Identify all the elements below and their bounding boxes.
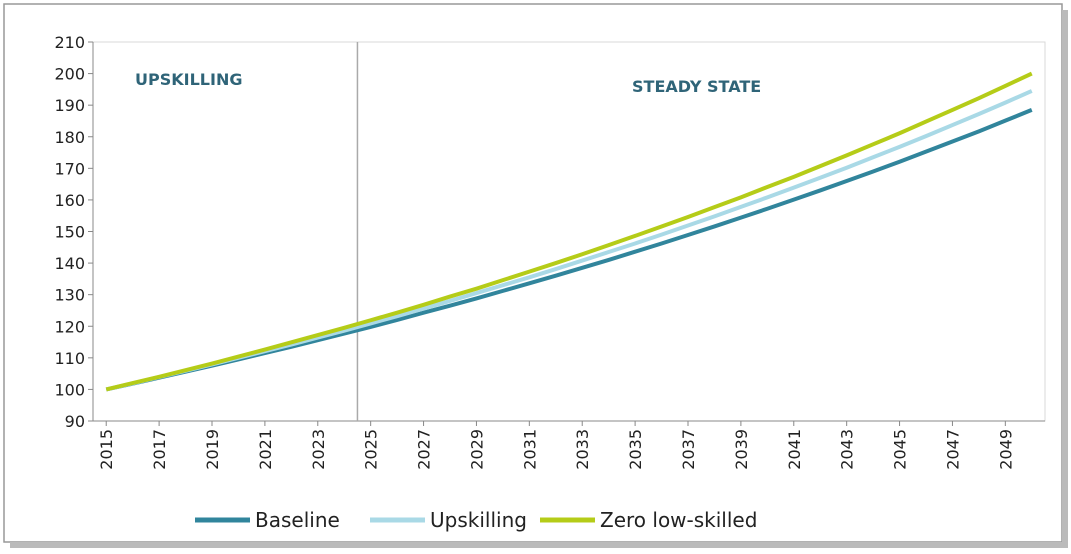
y-tick-label: 100 [54, 380, 85, 399]
annotation: STEADY STATE [632, 77, 761, 96]
y-tick-label: 150 [54, 223, 85, 242]
frame-shadow [10, 542, 1068, 548]
chart-frame [3, 3, 1063, 543]
x-tick-label: 2033 [573, 429, 592, 470]
y-tick-label: 180 [54, 128, 85, 147]
x-tick-label: 2025 [362, 429, 381, 470]
x-tick-label: 2029 [467, 429, 486, 470]
y-tick-label: 130 [54, 286, 85, 305]
y-tick-label: 110 [54, 349, 85, 368]
x-tick-label: 2023 [309, 429, 328, 470]
line-series [105, 71, 1033, 392]
x-tick-label: 2031 [520, 429, 539, 470]
legend-label: Baseline [255, 508, 340, 532]
x-tick-label: 2041 [785, 429, 804, 470]
x-tick-label: 2015 [97, 429, 116, 470]
x-tick-label: 2027 [415, 429, 434, 470]
x-tick-label: 2045 [891, 429, 910, 470]
x-tick-label: 2043 [838, 429, 857, 470]
y-tick-label: 200 [54, 65, 85, 84]
legend-label: Zero low-skilled [600, 508, 757, 532]
y-tick-label: 210 [54, 33, 85, 52]
y-tick-label: 170 [54, 159, 85, 178]
x-tick-label: 2017 [150, 429, 169, 470]
x-tick-label: 2037 [679, 429, 698, 470]
annotation: UPSKILLING [135, 70, 242, 89]
x-tick-label: 2035 [626, 429, 645, 470]
y-tick-label: 140 [54, 254, 85, 273]
y-tick-label: 120 [54, 317, 85, 336]
y-tick-label: 190 [54, 96, 85, 115]
frame-shadow [1062, 10, 1068, 546]
y-tick-label: 90 [65, 412, 85, 431]
x-tick-label: 2049 [996, 429, 1015, 470]
legend-label: Upskilling [430, 508, 527, 532]
x-tick-label: 2047 [943, 429, 962, 470]
y-tick-label: 160 [54, 191, 85, 210]
x-tick-label: 2039 [732, 429, 751, 470]
x-tick-label: 2019 [203, 429, 222, 470]
x-tick-label: 2021 [256, 429, 275, 470]
